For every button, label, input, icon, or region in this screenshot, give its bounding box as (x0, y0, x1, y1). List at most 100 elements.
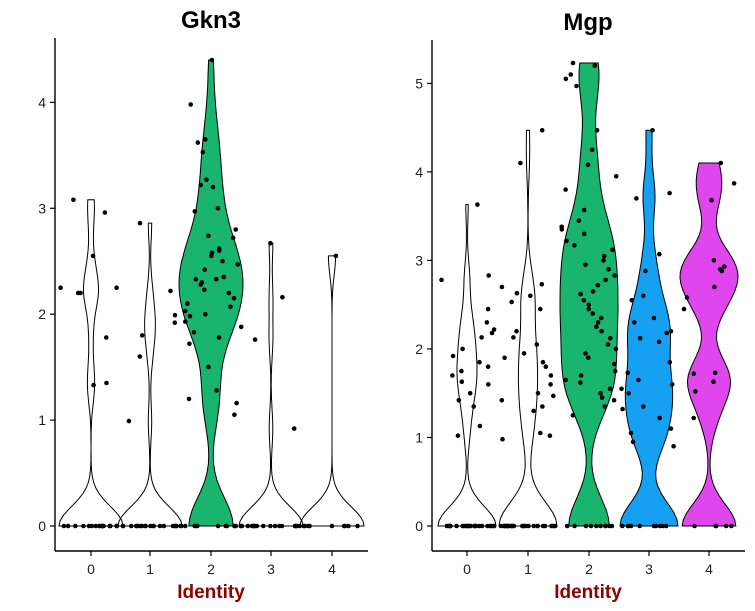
x-tick-label: 2 (585, 561, 593, 577)
data-point (585, 162, 591, 168)
data-point (232, 412, 237, 418)
x-tick-label: 3 (267, 561, 275, 577)
data-point (651, 315, 657, 321)
data-point (491, 327, 497, 332)
violin-group-4 (299, 253, 365, 529)
data-point (220, 258, 225, 264)
data-point (518, 160, 523, 166)
x-tick-label: 1 (146, 561, 154, 577)
data-point (521, 523, 526, 529)
data-point (485, 364, 491, 370)
data-point (355, 523, 360, 529)
data-point (120, 523, 126, 529)
violin-4 (679, 162, 739, 527)
data-point (599, 328, 604, 334)
y-tick-label: 3 (415, 252, 423, 268)
data-point (210, 184, 216, 190)
data-point (626, 390, 631, 396)
data-point (489, 523, 494, 529)
data-point (603, 277, 608, 283)
data-point (568, 72, 574, 77)
data-point (129, 523, 134, 529)
data-point (107, 523, 112, 529)
data-point (485, 306, 491, 312)
data-point (173, 523, 179, 529)
data-point (499, 398, 505, 403)
data-point (209, 57, 215, 63)
data-point (467, 390, 473, 396)
data-point (268, 240, 273, 246)
data-point (114, 285, 119, 291)
data-point (531, 523, 537, 529)
data-point (668, 328, 674, 334)
data-point (610, 247, 615, 253)
data-point (226, 290, 232, 296)
data-point (657, 415, 662, 421)
data-point (548, 373, 554, 378)
data-point (576, 218, 582, 223)
data-point (198, 282, 203, 287)
data-point (590, 311, 595, 316)
data-point (711, 379, 716, 385)
data-point (477, 423, 483, 429)
violin-0 (437, 204, 497, 527)
data-point (104, 335, 109, 340)
data-point (526, 523, 531, 529)
data-point (602, 253, 607, 259)
x-axis-label: Identity (177, 582, 245, 603)
data-point (214, 276, 219, 282)
data-point (486, 382, 491, 387)
data-point (93, 523, 98, 529)
data-point (204, 177, 209, 182)
data-point (630, 439, 636, 445)
data-point (221, 274, 226, 280)
data-point (589, 147, 595, 153)
data-point (161, 523, 167, 529)
data-point (460, 346, 465, 352)
data-point (549, 523, 554, 529)
data-point (206, 233, 211, 239)
data-point (514, 328, 519, 334)
data-point (346, 523, 351, 529)
data-point (607, 523, 612, 529)
data-point (450, 373, 455, 378)
data-point (102, 210, 108, 215)
data-point (89, 523, 95, 529)
data-point (502, 355, 507, 361)
violin-3 (619, 129, 679, 527)
data-point (657, 251, 662, 257)
data-point (268, 523, 273, 529)
panel-gkn3: Gkn3 Identity 0 1 2 3 4 0 1 2 3 4 (38, 7, 368, 603)
data-point (333, 253, 339, 259)
y-tick-label: 4 (38, 94, 46, 110)
violin-group-4 (679, 160, 739, 529)
data-point (606, 267, 611, 272)
violin-2 (559, 62, 619, 527)
data-point (509, 299, 514, 305)
data-point (198, 182, 204, 188)
data-point (479, 523, 485, 529)
data-point (293, 523, 298, 529)
data-point (239, 523, 245, 529)
data-point (578, 291, 583, 297)
data-point (586, 302, 592, 308)
data-point (594, 128, 600, 133)
data-point (439, 277, 444, 283)
panel-title: Gkn3 (181, 7, 241, 34)
data-point (206, 364, 211, 370)
x-tick-label: 1 (524, 561, 532, 577)
data-point (280, 294, 285, 300)
data-point (461, 523, 467, 529)
data-point (551, 393, 556, 399)
data-point (301, 523, 306, 529)
data-point (601, 258, 606, 263)
data-point (722, 264, 727, 269)
data-point (450, 353, 456, 359)
data-point (640, 293, 646, 299)
data-point (583, 523, 589, 529)
data-point (230, 235, 236, 241)
y-tick-label: 5 (415, 75, 423, 91)
data-point (595, 282, 601, 288)
data-point (583, 351, 588, 356)
